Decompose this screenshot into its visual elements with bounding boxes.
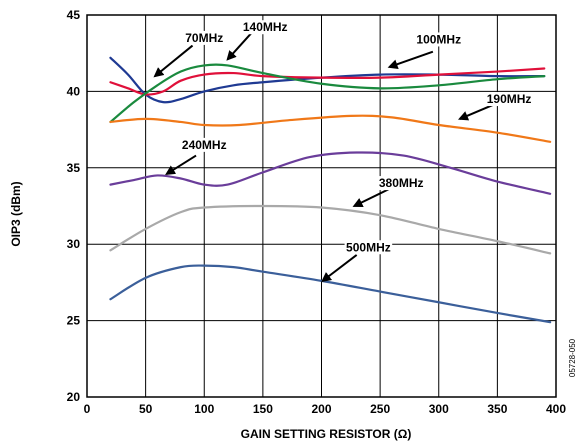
- series-line-190mhz: [109, 114, 552, 143]
- y-axis-label: OIP3 (dBm): [9, 181, 23, 246]
- annotation-label: 70MHz: [185, 31, 223, 45]
- annotation-label: 190MHz: [487, 92, 532, 106]
- annotation-label: 500MHz: [346, 240, 391, 254]
- x-tick-label: 250: [370, 402, 390, 416]
- annotation-arrow: [165, 154, 197, 175]
- annotation-label-bg: [344, 240, 393, 255]
- annotation-label-bg: [485, 92, 533, 107]
- figure-code: 05728-050: [568, 338, 577, 377]
- annotation-label-bg: [180, 137, 229, 152]
- annotation-arrow: [352, 186, 393, 207]
- annotation-label: 380MHz: [379, 176, 424, 190]
- annotation-label-bg: [377, 176, 426, 191]
- y-tick-label: 30: [67, 237, 81, 251]
- plot-border: [86, 14, 557, 398]
- annotation-arrow: [226, 32, 252, 61]
- x-tick-label: 150: [253, 402, 273, 416]
- x-tick-label: 100: [194, 402, 214, 416]
- annotation-label-bg: [241, 20, 290, 35]
- annotation-arrow: [387, 50, 434, 70]
- plot-frame: [86, 14, 557, 398]
- annotation-arrow: [153, 44, 194, 78]
- series-line-380mhz: [109, 204, 552, 255]
- x-tick-label: 400: [546, 402, 566, 416]
- annotation-label-bg: [414, 32, 463, 47]
- x-axis-label: GAIN SETTING RESISTOR (Ω): [241, 427, 412, 441]
- series-line-500mhz: [109, 264, 552, 324]
- annotations: 70MHz 140MHz 100MHz 190MHz 240MHz 380MHz 500MH…: [153, 20, 533, 283]
- tick-labels: 0 50 100 150 200 250 300 350 400 20 25 30 35 40 45: [67, 8, 567, 416]
- annotation-label: 100MHz: [416, 32, 461, 46]
- y-tick-label: 25: [67, 314, 81, 328]
- annotation-label-bg: [184, 30, 225, 45]
- y-tick-label: 40: [67, 84, 81, 98]
- y-tick-label: 20: [67, 390, 81, 404]
- series-layer: [109, 56, 552, 324]
- series-line-240mhz: [109, 151, 552, 195]
- x-tick-label: 50: [139, 402, 153, 416]
- x-tick-label: 350: [487, 402, 507, 416]
- y-tick-label: 35: [67, 161, 81, 175]
- annotation-arrow: [321, 254, 358, 283]
- annotation-label: 140MHz: [243, 20, 288, 34]
- y-tick-label: 45: [67, 8, 81, 22]
- x-tick-label: 200: [311, 402, 331, 416]
- annotation-label: 240MHz: [182, 138, 227, 152]
- series-line-140mhz: [109, 63, 546, 124]
- x-tick-label: 300: [429, 402, 449, 416]
- x-tick-label: 0: [84, 402, 91, 416]
